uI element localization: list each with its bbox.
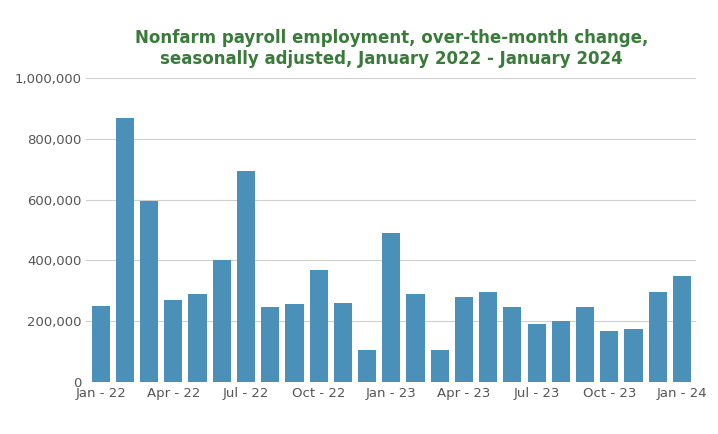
Bar: [551, 321, 570, 382]
Bar: [406, 294, 424, 382]
Bar: [455, 296, 473, 382]
Bar: [528, 324, 546, 382]
Bar: [334, 302, 352, 382]
Bar: [116, 118, 134, 382]
Bar: [358, 350, 376, 382]
Bar: [576, 306, 594, 382]
Bar: [92, 306, 110, 382]
Bar: [648, 293, 667, 382]
Bar: [261, 306, 279, 382]
Bar: [431, 350, 449, 382]
Bar: [600, 331, 618, 382]
Bar: [309, 270, 327, 382]
Bar: [673, 276, 691, 382]
Bar: [237, 171, 255, 382]
Bar: [625, 329, 643, 382]
Bar: [503, 306, 521, 382]
Bar: [382, 233, 401, 382]
Bar: [189, 294, 207, 382]
Bar: [140, 201, 158, 382]
Bar: [285, 304, 304, 382]
Bar: [164, 300, 182, 382]
Bar: [213, 260, 231, 382]
Title: Nonfarm payroll employment, over-the-month change,
seasonally adjusted, January : Nonfarm payroll employment, over-the-mon…: [134, 30, 648, 68]
Bar: [479, 293, 498, 382]
